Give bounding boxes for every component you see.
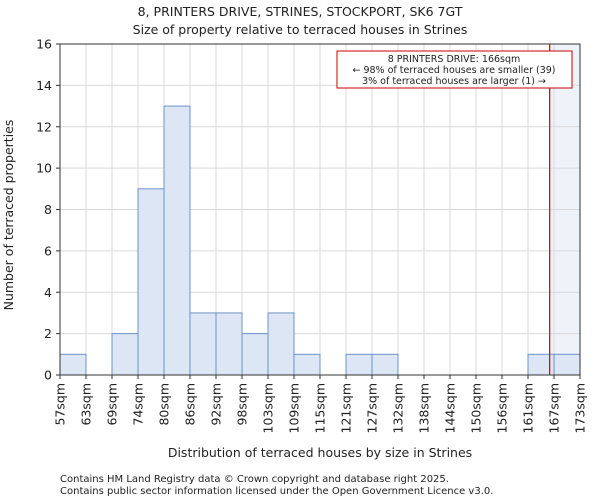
histogram-bar: [553, 353, 581, 376]
histogram-bar: [215, 312, 243, 376]
y-tick-label: 2: [44, 326, 52, 341]
y-tick-label: 14: [36, 78, 52, 93]
x-tick-label: 150sqm: [469, 383, 484, 433]
x-tick-label: 98sqm: [235, 383, 250, 426]
y-tick-label: 0: [44, 368, 52, 383]
histogram-bar: [189, 312, 217, 376]
y-tick-label: 6: [44, 243, 52, 258]
footer-line-2: Contains public sector information licen…: [60, 486, 493, 497]
x-tick-label: 115sqm: [313, 383, 328, 433]
x-tick-label: 86sqm: [183, 383, 198, 426]
x-tick-label: 138sqm: [417, 383, 432, 433]
histogram-bar: [371, 353, 399, 376]
histogram-bar: [293, 353, 321, 376]
x-tick-label: 127sqm: [365, 383, 380, 433]
annotation-line-1: 8 PRINTERS DRIVE: 166sqm: [388, 54, 521, 65]
histogram-bar: [111, 333, 139, 376]
x-tick-label: 63sqm: [79, 383, 94, 426]
x-tick-label: 167sqm: [547, 383, 562, 433]
x-tick-label: 80sqm: [157, 383, 172, 426]
x-tick-label: 92sqm: [209, 383, 224, 426]
histogram-bar: [345, 353, 373, 376]
footer-line-1: Contains HM Land Registry data © Crown c…: [60, 474, 449, 485]
histogram-bar: [59, 353, 87, 376]
annotation-line-2: ← 98% of terraced houses are smaller (39…: [352, 65, 555, 76]
annotation-line-3: 3% of terraced houses are larger (1) →: [362, 76, 546, 87]
y-axis-label: Number of terraced properties: [1, 120, 16, 311]
histogram-bar: [163, 105, 191, 376]
y-tick-label: 10: [36, 161, 52, 176]
histogram-bar: [241, 333, 269, 376]
y-tick-label: 4: [44, 285, 52, 300]
annotation-box: 8 PRINTERS DRIVE: 166sqm ← 98% of terrac…: [336, 50, 573, 89]
x-tick-label: 173sqm: [573, 383, 588, 433]
x-tick-label: 132sqm: [391, 383, 406, 433]
y-tick-label: 12: [36, 119, 52, 134]
x-tick-label: 121sqm: [339, 383, 354, 433]
x-axis-label: Distribution of terraced houses by size …: [168, 445, 472, 460]
x-tick-label: 109sqm: [287, 383, 302, 433]
x-tick-label: 57sqm: [53, 383, 68, 426]
histogram-bar: [267, 312, 295, 376]
y-tick-label: 16: [36, 37, 52, 52]
chart-title: 8, PRINTERS DRIVE, STRINES, STOCKPORT, S…: [138, 4, 463, 19]
y-tick-label: 8: [44, 202, 52, 217]
x-tick-label: 161sqm: [521, 383, 536, 433]
x-tick-label: 156sqm: [495, 383, 510, 433]
x-tick-label: 103sqm: [261, 383, 276, 433]
chart-subtitle: Size of property relative to terraced ho…: [133, 22, 468, 37]
x-tick-label: 144sqm: [443, 383, 458, 433]
annotation-frame: [336, 50, 573, 89]
x-tick-label: 69sqm: [105, 383, 120, 426]
histogram-bar: [137, 188, 165, 376]
x-tick-label: 74sqm: [131, 383, 146, 426]
